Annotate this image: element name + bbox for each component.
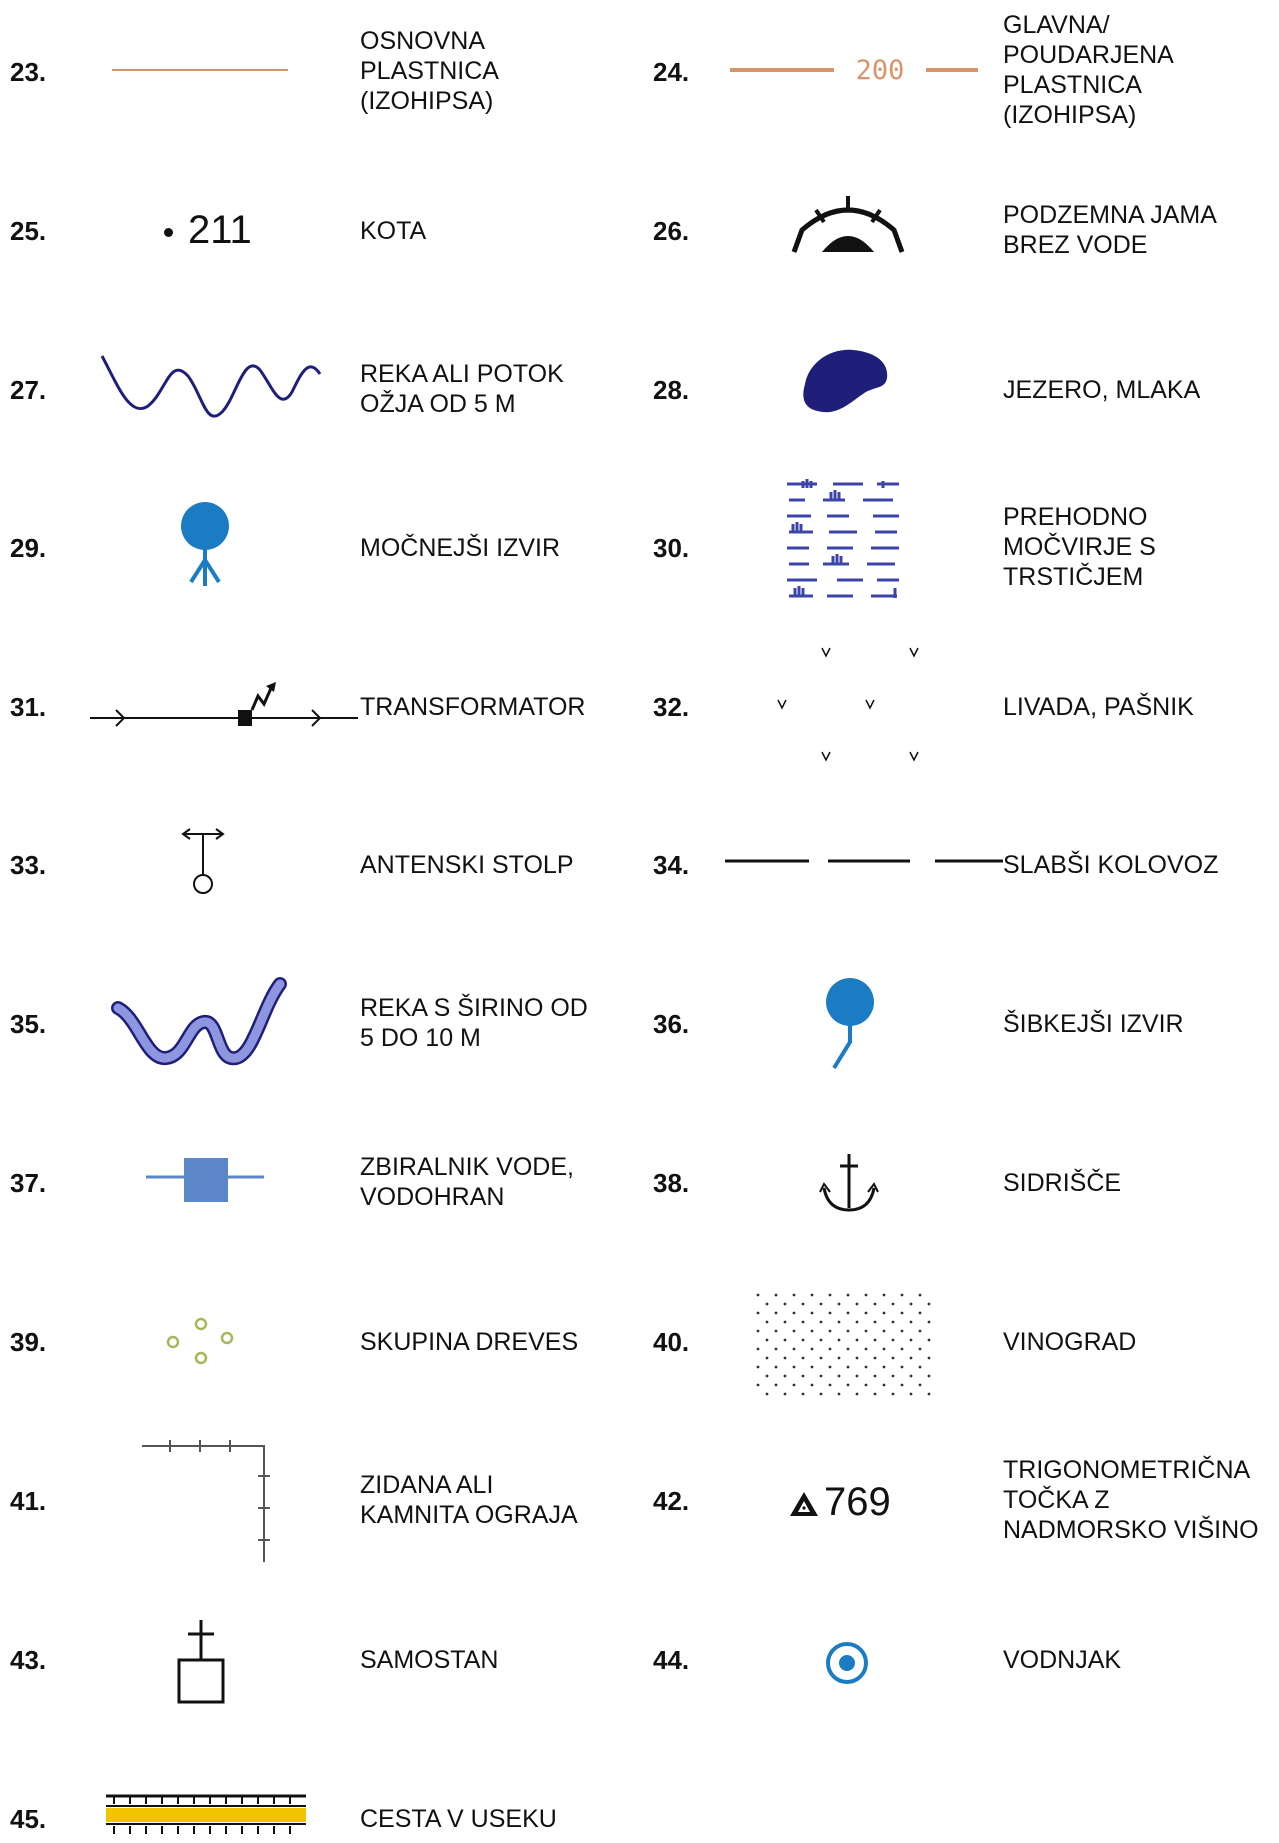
entry-label: PREHODNO MOČVIRJE S TRSTIČJEM xyxy=(1003,503,1156,591)
dry-cave-icon xyxy=(791,196,905,253)
entry-number: 29. xyxy=(10,533,47,563)
entry-label: KOTA xyxy=(360,217,427,245)
index-contour-icon: 200 xyxy=(730,54,978,88)
entry-number: 34. xyxy=(653,850,690,880)
trig-point-icon: 769 xyxy=(788,1480,918,1524)
entry-number: 28. xyxy=(653,375,690,405)
entry-number: 26. xyxy=(653,216,690,246)
entry-number: 41. xyxy=(10,1486,47,1516)
spot-height-icon: 211 xyxy=(160,208,270,252)
entry-label: ŠIBKEJŠI IZVIR xyxy=(1003,1010,1184,1038)
entry-number: 25. xyxy=(10,216,47,246)
stream-icon xyxy=(100,355,322,418)
entry-number: 40. xyxy=(653,1327,690,1357)
entry-number: 36. xyxy=(653,1009,690,1039)
entry-label: REKA S ŠIRINO OD 5 DO 10 M xyxy=(360,994,588,1052)
river-icon xyxy=(111,977,287,1066)
entry-label: LIVADA, PAŠNIK xyxy=(1003,693,1194,721)
entry-number: 42. xyxy=(653,1486,690,1516)
entry-label: SIDRIŠČE xyxy=(1003,1169,1122,1197)
entry-number: 37. xyxy=(10,1168,47,1198)
entry-label: REKA ALI POTOK OŽJA OD 5 M xyxy=(360,360,564,418)
entry-label: TRANSFORMATOR xyxy=(360,693,586,721)
entry-label: ZBIRALNIK VODE, VODOHRAN xyxy=(360,1153,574,1211)
entry-label: SAMOSTAN xyxy=(360,1646,499,1674)
entry-label: JEZERO, MLAKA xyxy=(1003,376,1201,404)
entry-number: 24. xyxy=(653,57,690,87)
monastery-icon xyxy=(177,1620,225,1704)
entry-number: 32. xyxy=(653,692,690,722)
entry-label: VINOGRAD xyxy=(1003,1328,1137,1356)
vineyard-icon xyxy=(755,1292,935,1398)
tree-group-icon xyxy=(166,1317,234,1365)
water-reservoir-icon xyxy=(146,1158,264,1202)
cart-track-icon xyxy=(725,859,1003,863)
weak-spring-icon xyxy=(826,978,874,1070)
entry-number: 27. xyxy=(10,375,47,405)
entry-number: 23. xyxy=(10,57,47,87)
contour-value: 200 xyxy=(855,55,905,86)
entry-label: OSNOVNA PLASTNICA (IZOHIPSA) xyxy=(360,27,499,115)
entry-label: MOČNEJŠI IZVIR xyxy=(360,534,561,562)
lake-icon xyxy=(803,349,888,413)
anchor-icon xyxy=(819,1154,879,1212)
entry-number: 30. xyxy=(653,533,690,563)
entry-label: TRIGONOMETRIČNA TOČKA Z NADMORSKO VIŠINO xyxy=(1003,1456,1259,1544)
triangle-icon xyxy=(790,1492,818,1516)
entry-label: SLABŠI KOLOVOZ xyxy=(1003,851,1219,879)
entry-number: 38. xyxy=(653,1168,690,1198)
strong-spring-icon xyxy=(181,502,229,586)
meadow-icon xyxy=(777,647,919,762)
trig-height-value: 769 xyxy=(824,1480,891,1524)
entry-number: 39. xyxy=(10,1327,47,1357)
entry-number: 33. xyxy=(10,850,47,880)
entry-number: 45. xyxy=(10,1804,47,1834)
entry-label: CESTA V USEKU xyxy=(360,1805,557,1833)
entry-label: PODZEMNA JAMA BREZ VODE xyxy=(1003,201,1217,259)
entry-number: 35. xyxy=(10,1009,47,1039)
road-cutting-icon xyxy=(106,1794,306,1834)
entry-label: ZIDANA ALI KAMNITA OGRAJA xyxy=(360,1471,578,1529)
marsh-reeds-icon xyxy=(787,479,899,598)
well-icon xyxy=(826,1642,868,1684)
entry-number: 43. xyxy=(10,1645,47,1675)
entry-number: 31. xyxy=(10,692,47,722)
entry-label: ANTENSKI STOLP xyxy=(360,851,574,879)
entry-number: 44. xyxy=(653,1645,690,1675)
stone-wall-icon xyxy=(142,1440,270,1562)
entry-label: SKUPINA DREVES xyxy=(360,1328,579,1356)
spot-height-value: 211 xyxy=(188,208,252,252)
contour-line-icon xyxy=(112,69,288,71)
transformer-icon xyxy=(90,682,358,727)
entry-label: GLAVNA/ POUDARJENA PLASTNICA (IZOHIPSA) xyxy=(1003,11,1174,129)
antenna-tower-icon xyxy=(181,828,225,894)
entry-label: VODNJAK xyxy=(1003,1646,1122,1674)
